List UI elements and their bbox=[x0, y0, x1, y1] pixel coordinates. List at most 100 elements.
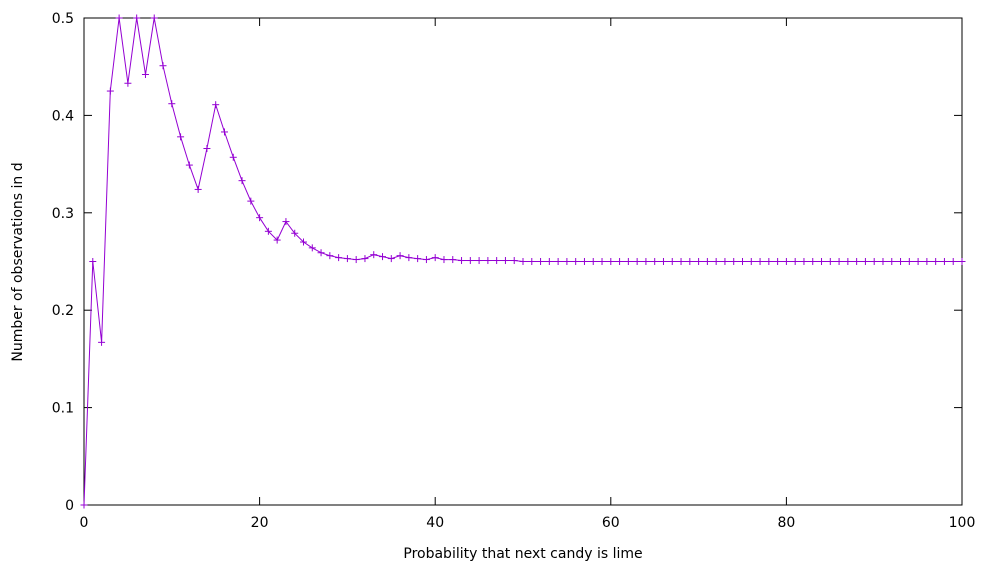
data-point bbox=[510, 257, 518, 265]
data-point bbox=[624, 258, 632, 265]
data-point bbox=[168, 100, 176, 108]
data-point bbox=[141, 70, 149, 78]
data-point bbox=[607, 258, 615, 265]
data-point bbox=[343, 255, 351, 263]
data-point bbox=[229, 153, 237, 161]
y-tick-label: 0.4 bbox=[52, 108, 74, 124]
data-point bbox=[642, 258, 650, 265]
data-point bbox=[396, 252, 404, 260]
data-point bbox=[835, 258, 843, 265]
y-tick-label: 0.5 bbox=[52, 11, 74, 27]
data-point bbox=[273, 236, 281, 244]
data-point bbox=[422, 256, 430, 264]
ticks: 0 20 40 60 80 100 0 0.1 0.2 0.3 0.4 0.5 bbox=[52, 11, 976, 531]
data-point bbox=[194, 185, 202, 193]
data-point bbox=[98, 338, 106, 346]
data-point bbox=[203, 145, 211, 153]
data-point bbox=[686, 258, 694, 265]
data-point bbox=[923, 258, 931, 265]
data-point bbox=[730, 258, 738, 265]
data-point bbox=[335, 254, 343, 262]
markers bbox=[80, 14, 966, 509]
data-point bbox=[247, 197, 255, 205]
data-point bbox=[308, 244, 316, 252]
y-axis-label: Number of observations in d bbox=[10, 162, 26, 361]
data-point bbox=[475, 257, 483, 265]
data-point bbox=[150, 14, 158, 22]
data-point bbox=[914, 258, 922, 265]
x-tick-label: 20 bbox=[251, 515, 269, 531]
data-point bbox=[888, 258, 896, 265]
data-point bbox=[651, 258, 659, 265]
data-point bbox=[826, 258, 834, 265]
data-point bbox=[818, 258, 826, 265]
data-point bbox=[291, 229, 299, 237]
data-point bbox=[484, 257, 492, 265]
data-point bbox=[106, 87, 114, 95]
data-point bbox=[861, 258, 869, 265]
data-point bbox=[519, 258, 527, 265]
data-point bbox=[185, 161, 193, 169]
data-point bbox=[616, 258, 624, 265]
data-point bbox=[572, 258, 580, 265]
x-tick-label: 60 bbox=[602, 515, 620, 531]
data-point bbox=[212, 101, 220, 109]
data-point bbox=[405, 254, 413, 262]
data-point bbox=[326, 252, 334, 260]
y-tick-label: 0 bbox=[65, 498, 74, 514]
data-point bbox=[721, 258, 729, 265]
data-point bbox=[89, 258, 97, 265]
data-point bbox=[809, 258, 817, 265]
data-point bbox=[379, 253, 387, 261]
data-point bbox=[115, 14, 123, 22]
data-point bbox=[300, 238, 307, 246]
data-point bbox=[905, 258, 913, 265]
data-point bbox=[133, 14, 141, 22]
data-point bbox=[317, 249, 325, 257]
data-point bbox=[238, 177, 246, 185]
data-point bbox=[431, 254, 439, 262]
data-point bbox=[387, 255, 395, 263]
data-point bbox=[361, 255, 369, 263]
data-point bbox=[932, 258, 940, 265]
data-point bbox=[940, 258, 948, 265]
data-point bbox=[756, 258, 764, 265]
data-point bbox=[501, 257, 509, 265]
data-point bbox=[598, 258, 606, 265]
data-point bbox=[449, 256, 457, 264]
y-tick-label: 0.1 bbox=[52, 401, 74, 417]
data-point bbox=[440, 256, 448, 264]
data-point bbox=[554, 258, 562, 265]
data-point bbox=[782, 258, 790, 265]
x-axis-label: Probability that next candy is lime bbox=[403, 546, 642, 562]
data-point bbox=[739, 258, 746, 265]
data-point bbox=[80, 501, 88, 509]
data-point bbox=[563, 258, 571, 265]
x-tick-label: 40 bbox=[426, 515, 444, 531]
data-point bbox=[124, 79, 132, 87]
data-point bbox=[220, 128, 228, 136]
data-point bbox=[958, 258, 966, 265]
y-tick-label: 0.2 bbox=[52, 303, 74, 319]
data-point bbox=[580, 258, 588, 265]
data-point bbox=[949, 258, 957, 265]
data-point bbox=[458, 257, 466, 265]
data-point bbox=[466, 257, 474, 265]
data-point bbox=[765, 258, 773, 265]
data-point bbox=[177, 133, 185, 141]
data-point bbox=[870, 258, 878, 265]
data-point bbox=[695, 258, 703, 265]
data-point bbox=[659, 258, 667, 265]
data-point bbox=[352, 256, 360, 264]
x-tick-label: 0 bbox=[80, 515, 89, 531]
data-point bbox=[528, 258, 536, 265]
data-point bbox=[414, 255, 422, 263]
data-point bbox=[677, 258, 685, 265]
data-point bbox=[879, 258, 887, 265]
data-point bbox=[264, 227, 272, 235]
x-tick-label: 100 bbox=[949, 515, 976, 531]
data-point bbox=[370, 251, 378, 259]
data-point bbox=[493, 257, 501, 265]
y-tick-label: 0.3 bbox=[52, 206, 74, 222]
